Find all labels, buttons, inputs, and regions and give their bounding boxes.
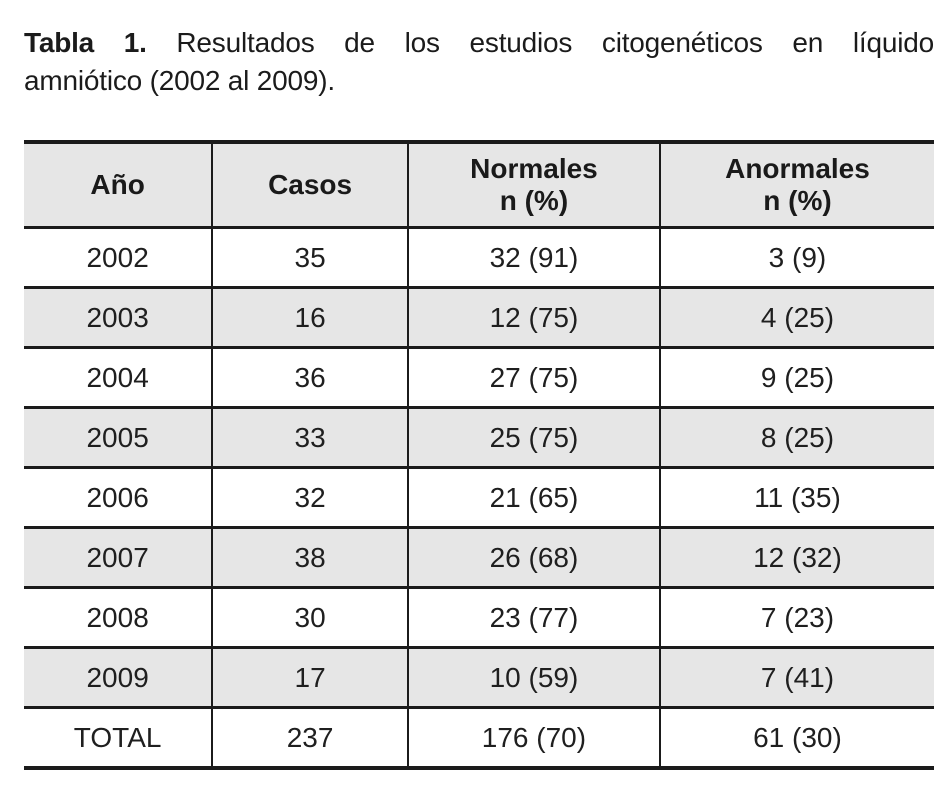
table-cell-anormales: 7 (41) bbox=[760, 661, 835, 693]
table-cell-anormales: 8 (25) bbox=[760, 421, 835, 453]
table-cell-casos: 35 bbox=[213, 229, 409, 286]
table-cell-normales: 23 (77) bbox=[409, 589, 661, 646]
table-cell-normales: 26 (68) bbox=[409, 529, 661, 586]
table-cell-anormales: 4 (25) bbox=[760, 301, 835, 333]
table-cell-ano: 2008 bbox=[24, 589, 214, 646]
column-header-label: Normales bbox=[470, 153, 598, 184]
table-caption-line-2: amniótico (2002 al 2009). bbox=[24, 62, 934, 100]
table-cell-normales: 12 (75) bbox=[409, 289, 661, 346]
table-caption-line-1: Tabla 1. Resultados de los estudios cito… bbox=[24, 24, 934, 62]
table-cell-casos: 237 bbox=[213, 709, 409, 766]
table-cell-normales: 10 (59) bbox=[409, 649, 661, 706]
column-header-sub: n (%) bbox=[763, 185, 832, 216]
table-row: 2008 30 23 (77) 7 (23) bbox=[24, 589, 934, 649]
table-body: 2002 35 32 (91) 3 (9) 2003 16 12 (75) 4 (25) 200… bbox=[24, 229, 934, 766]
column-header-sub: n (%) bbox=[499, 185, 569, 216]
table-cell-normales: 176 (70) bbox=[409, 709, 661, 766]
table-cell-anormales: 9 (25) bbox=[760, 361, 835, 393]
column-header-normales: Normales n (%) bbox=[409, 144, 661, 226]
table-cell-normales: 32 (91) bbox=[409, 229, 661, 286]
table-cell-anormales: 61 (30) bbox=[753, 721, 842, 753]
column-header-ano: Año bbox=[24, 144, 214, 226]
table-cell-casos: 33 bbox=[213, 409, 409, 466]
table-row: 2005 33 25 (75) 8 (25) bbox=[24, 409, 934, 469]
table-cell-ano: 2006 bbox=[24, 469, 214, 526]
table-header-row: Año Casos Normales n (%) Anormales n (%) bbox=[24, 144, 934, 229]
table-cell-anormales: 11 (35) bbox=[754, 481, 841, 513]
table-row: TOTAL 237 176 (70) 61 (30) bbox=[24, 709, 934, 766]
table-cell-ano: 2004 bbox=[24, 349, 214, 406]
table-row: 2002 35 32 (91) 3 (9) bbox=[24, 229, 934, 289]
table-cell-anormales: 12 (32) bbox=[753, 541, 842, 573]
table-cell-anormales: 3 (9) bbox=[768, 241, 827, 273]
table-cell-casos: 30 bbox=[213, 589, 409, 646]
table-cell-casos: 16 bbox=[213, 289, 409, 346]
table-cell-ano: 2003 bbox=[24, 289, 214, 346]
column-header-label: Año bbox=[90, 169, 145, 200]
table-row: 2004 36 27 (75) 9 (25) bbox=[24, 349, 934, 409]
table-row: 2009 17 10 (59) 7 (41) bbox=[24, 649, 934, 709]
table-caption-text-1: Resultados de los estudios citogenéticos… bbox=[176, 27, 934, 58]
paper-content: Tabla 1. Resultados de los estudios cito… bbox=[24, 24, 934, 770]
table-cell-casos: 38 bbox=[213, 529, 409, 586]
table-cell-ano: 2005 bbox=[24, 409, 214, 466]
table-cell-normales: 21 (65) bbox=[409, 469, 661, 526]
table-cell-ano: TOTAL bbox=[24, 709, 214, 766]
table-caption-text-2: amniótico (2002 al 2009). bbox=[24, 65, 335, 96]
table-cell-casos: 32 bbox=[213, 469, 409, 526]
table-cell-ano: 2007 bbox=[24, 529, 214, 586]
table-cell-normales: 27 (75) bbox=[409, 349, 661, 406]
table-row: 2003 16 12 (75) 4 (25) bbox=[24, 289, 934, 349]
table-cell-anormales: 7 (23) bbox=[760, 601, 835, 633]
table-cell-ano: 2009 bbox=[24, 649, 214, 706]
table-caption-label: Tabla 1. bbox=[24, 27, 147, 58]
table-cell-ano: 2002 bbox=[24, 229, 214, 286]
results-table: Año Casos Normales n (%) Anormales n (%)… bbox=[24, 140, 934, 770]
column-header-label: Casos bbox=[268, 169, 353, 200]
table-row: 2007 38 26 (68) 12 (32) bbox=[24, 529, 934, 589]
table-caption: Tabla 1. Resultados de los estudios cito… bbox=[24, 24, 934, 100]
table-row: 2006 32 21 (65) 11 (35) bbox=[24, 469, 934, 529]
table-cell-casos: 36 bbox=[213, 349, 409, 406]
table-cell-casos: 17 bbox=[213, 649, 409, 706]
table-cell-normales: 25 (75) bbox=[409, 409, 661, 466]
column-header-anormales: Anormales n (%) bbox=[661, 144, 934, 226]
column-header-label: Anormales bbox=[725, 153, 870, 184]
column-header-casos: Casos bbox=[213, 144, 409, 226]
